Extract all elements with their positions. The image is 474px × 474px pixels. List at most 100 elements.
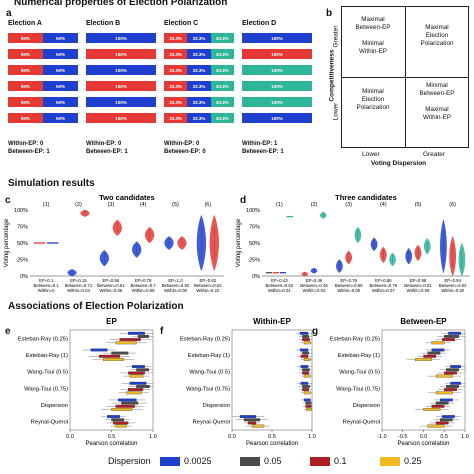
chart-title: Between-EP <box>400 318 447 326</box>
panel-letter-g: g <box>312 326 319 337</box>
row-label: Wang-Tsui (0.75) <box>186 386 230 392</box>
quadrant-text: Polarization <box>420 40 454 47</box>
group-label: (1) <box>276 202 283 208</box>
election-bar: 33.3% 33.3% 33.3% <box>164 65 234 75</box>
box-rect <box>302 338 310 342</box>
group-label: (3) <box>107 202 114 208</box>
election-bar-segment: 50% <box>43 65 78 75</box>
box-rect <box>115 424 127 428</box>
election-bar-segment: 100% <box>242 49 312 59</box>
box-rect <box>302 388 309 392</box>
box-rect <box>423 408 441 411</box>
box-rect <box>300 381 309 385</box>
row-label: Dispersion <box>203 403 230 409</box>
quadrant-text: Election <box>361 96 385 103</box>
x-tick-label: 1.0 <box>461 434 469 440</box>
box-rect <box>435 374 453 378</box>
x-tick-label: 1.0 <box>149 434 157 440</box>
election-bar-segment: 33.3% <box>187 113 211 123</box>
between-label: Between=0.92 <box>162 283 190 288</box>
election-bar: 100% <box>242 113 312 123</box>
row-label: Wang-Tsui (0.5) <box>339 370 380 376</box>
within-label: Within=0.03 <box>303 288 326 293</box>
violin-shape <box>67 269 77 277</box>
row-label: Esteban-Ray (0.25) <box>18 336 68 342</box>
legend-swatch <box>160 457 180 466</box>
box-rect <box>117 398 137 402</box>
election-bar-segment: 100% <box>86 49 156 59</box>
election-bar-segment: 33.3% <box>164 33 188 43</box>
quadrant-text: Within-EP <box>423 114 451 121</box>
election-bar: 50% 50% <box>8 113 78 123</box>
violin-shape <box>440 219 447 274</box>
box-rect <box>446 368 459 372</box>
ep-label: EP=0.62 <box>200 278 217 283</box>
election-bar-segment: 100% <box>86 33 156 43</box>
violin-shape <box>370 237 378 252</box>
violin-shape <box>164 236 174 250</box>
panel-letter-d: d <box>240 195 247 206</box>
election-bar: 33.3% 33.3% 33.3% <box>164 81 234 91</box>
box-rect <box>302 335 309 338</box>
violin-shape <box>336 259 343 273</box>
box-rect <box>137 335 149 338</box>
quadrant-text: Minimal <box>362 40 384 47</box>
row-label: Reynal-Querol <box>343 420 380 426</box>
box-rect <box>98 354 120 358</box>
election-bar: 33.3% 33.3% 33.3% <box>164 113 234 123</box>
election-bar-segment: 33.3% <box>210 33 234 43</box>
within-label: Within=0.08 <box>164 288 187 293</box>
election-bar-segment: 50% <box>43 113 78 123</box>
box-rect <box>435 391 453 395</box>
group-label: (1) <box>43 202 50 208</box>
quadrant-text: Polarization <box>356 104 390 111</box>
x-tick-label: 1.0 <box>308 434 316 440</box>
within-ep-stat: Within-EP: 0 <box>164 141 200 147</box>
box-rect <box>299 331 309 335</box>
election-bar: 33.3% 33.3% 33.3% <box>164 33 234 43</box>
within-ep-stat: Within-EP: 0 <box>86 141 122 147</box>
between-ep-stat: Between-EP: 1 <box>8 149 50 155</box>
axis-tick-greater: Greater <box>332 25 340 48</box>
axis-label-voting-dispersion: Voting Dispersion <box>371 160 427 167</box>
box-rect <box>115 341 137 345</box>
election-bar: 100% <box>242 65 312 75</box>
election-bar-segment: 100% <box>242 97 312 107</box>
box-rect <box>439 418 453 422</box>
box-rect <box>132 365 145 369</box>
election-bar: 100% <box>86 113 156 123</box>
box-rect <box>444 388 457 392</box>
election-bar-segment: 100% <box>242 81 312 91</box>
row-label: Dispersion <box>353 403 380 409</box>
violin-shape <box>80 209 90 217</box>
election-bar-segment: 100% <box>242 33 312 43</box>
quadrant-vline <box>405 6 406 148</box>
y-tick-label: 50% <box>17 241 28 247</box>
violin-shape <box>389 252 396 267</box>
plot-frame <box>381 329 466 431</box>
election-title: Election D <box>242 20 277 27</box>
box-rect <box>444 371 457 375</box>
chart-title: Within-EP <box>253 318 291 326</box>
legend-swatch <box>310 457 330 466</box>
box-rect <box>239 415 257 419</box>
axis-tick-greater-x: Greater <box>423 151 446 158</box>
group-label: (6) <box>449 202 456 208</box>
x-tick-label: 0.0 <box>228 434 236 440</box>
between-label: Between=0.71 <box>65 283 93 288</box>
election-bar: 50% 50% <box>8 65 78 75</box>
violin-shape <box>177 236 187 250</box>
election-bar: 50% 50% <box>8 97 78 107</box>
within-label: Within=0.04 <box>67 288 90 293</box>
group-label: (2) <box>75 202 82 208</box>
y-tick-label: 25% <box>249 258 260 264</box>
row-label: Esteban-Ray (1) <box>26 353 68 359</box>
between-label: Between=0.69 <box>335 283 363 288</box>
row-label: Esteban-Ray (0.25) <box>330 336 380 342</box>
box-rect <box>427 351 441 355</box>
within-label: Within=0.09 <box>407 288 430 293</box>
election-bar-segment: 50% <box>8 33 43 43</box>
within-ep-stat: Within-EP: 0 <box>8 141 44 147</box>
election-bar-segment: 33.3% <box>164 97 188 107</box>
legend-label: 0.05 <box>264 456 282 466</box>
